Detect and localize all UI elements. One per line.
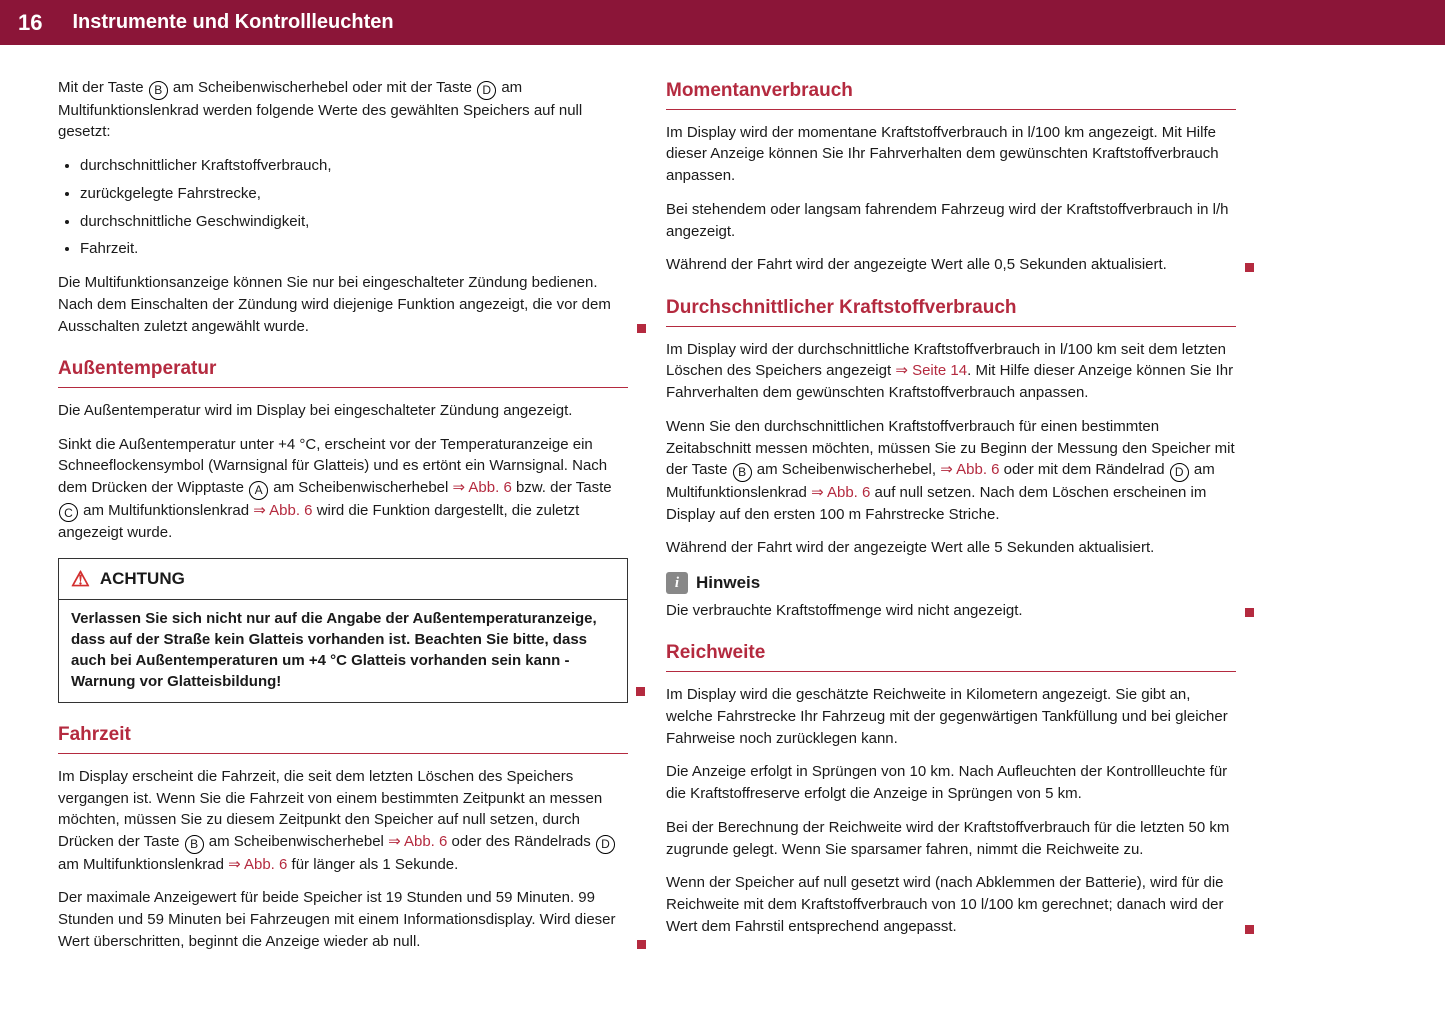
- moment-paragraph-2: Bei stehendem oder langsam fahrendem Fah…: [666, 199, 1236, 243]
- page-number: 16: [0, 10, 60, 36]
- list-item: durchschnittlicher Kraftstoffverbrauch,: [80, 155, 628, 177]
- warning-body: Verlassen Sie sich nicht nur auf die Ang…: [59, 600, 627, 702]
- ref-seite14: ⇒ Seite 14: [895, 362, 967, 379]
- list-item: Fahrzeit.: [80, 238, 628, 260]
- section-end-icon: [636, 687, 645, 696]
- heading-fahrzeit: Fahrzeit: [58, 721, 628, 754]
- durch-paragraph-3: Während der Fahrt wird der angezeigte We…: [666, 537, 1236, 559]
- note-body: Die verbrauchte Kraftstoffmenge wird nic…: [666, 600, 1236, 622]
- ref-abb6: ⇒ Abb. 6: [388, 833, 447, 850]
- section-end-icon: [1245, 608, 1254, 617]
- ref-abb6: ⇒ Abb. 6: [228, 856, 287, 873]
- heading-aussentemperatur: Außentemperatur: [58, 355, 628, 388]
- key-d-icon: D: [596, 835, 615, 854]
- page-header: 16 Instrumente und Kontrollleuchten: [0, 0, 1445, 45]
- content-area: Mit der Taste B am Scheibenwischerhebel …: [0, 45, 1445, 985]
- ref-abb6: ⇒ Abb. 6: [453, 479, 512, 496]
- section-end-icon: [637, 940, 646, 949]
- list-item: zurückgelegte Fahrstrecke,: [80, 183, 628, 205]
- heading-reichweite: Reichweite: [666, 639, 1236, 672]
- reich-paragraph-3: Bei der Berechnung der Reichweite wird d…: [666, 817, 1236, 861]
- ignition-paragraph: Die Multifunktionsanzeige können Sie nur…: [58, 272, 628, 337]
- heading-momentanverbrauch: Momentanverbrauch: [666, 77, 1236, 110]
- section-end-icon: [637, 324, 646, 333]
- ref-abb6: ⇒ Abb. 6: [811, 484, 870, 501]
- reset-values-list: durchschnittlicher Kraftstoffverbrauch, …: [80, 155, 628, 260]
- section-end-icon: [1245, 263, 1254, 272]
- key-b-icon: B: [149, 81, 168, 100]
- left-column: Mit der Taste B am Scheibenwischerhebel …: [58, 77, 628, 965]
- note-header: i Hinweis: [666, 571, 1236, 596]
- heading-durchschnittlicher: Durchschnittlicher Kraftstoffverbrauch: [666, 294, 1236, 327]
- key-b-icon: B: [733, 463, 752, 482]
- temp-paragraph-1: Die Außentemperatur wird im Display bei …: [58, 400, 628, 422]
- reich-paragraph-2: Die Anzeige erfolgt in Sprüngen von 10 k…: [666, 761, 1236, 805]
- note-title: Hinweis: [696, 571, 760, 596]
- right-column: Momentanverbrauch Im Display wird der mo…: [666, 77, 1236, 965]
- ref-abb6: ⇒ Abb. 6: [253, 502, 312, 519]
- key-a-icon: A: [249, 481, 268, 500]
- moment-paragraph-1: Im Display wird der momentane Kraftstoff…: [666, 122, 1236, 187]
- key-d-icon: D: [1170, 463, 1189, 482]
- section-end-icon: [1245, 925, 1254, 934]
- intro-paragraph: Mit der Taste B am Scheibenwischerhebel …: [58, 77, 628, 143]
- warning-triangle-icon: ⚠: [71, 569, 90, 590]
- key-d-icon: D: [477, 81, 496, 100]
- warning-box: ⚠ ACHTUNG Verlassen Sie sich nicht nur a…: [58, 558, 628, 704]
- key-b-icon: B: [185, 835, 204, 854]
- warning-title: ACHTUNG: [100, 567, 185, 592]
- moment-paragraph-3: Während der Fahrt wird der angezeigte We…: [666, 254, 1236, 276]
- info-icon: i: [666, 572, 688, 594]
- list-item: durchschnittliche Geschwindigkeit,: [80, 211, 628, 233]
- fahrzeit-paragraph-2: Der maximale Anzeigewert für beide Speic…: [58, 887, 628, 952]
- warning-header: ⚠ ACHTUNG: [59, 559, 627, 601]
- temp-paragraph-2: Sinkt die Außentemperatur unter +4 °C, e…: [58, 434, 628, 544]
- durch-paragraph-1: Im Display wird der durchschnittliche Kr…: [666, 339, 1236, 404]
- durch-paragraph-2: Wenn Sie den durchschnittlichen Kraftsto…: [666, 416, 1236, 526]
- fahrzeit-paragraph-1: Im Display erscheint die Fahrzeit, die s…: [58, 766, 628, 876]
- ref-abb6: ⇒ Abb. 6: [940, 461, 999, 478]
- page-title: Instrumente und Kontrollleuchten: [60, 11, 393, 34]
- reich-paragraph-1: Im Display wird die geschätzte Reichweit…: [666, 684, 1236, 749]
- key-c-icon: C: [59, 503, 78, 522]
- reich-paragraph-4: Wenn der Speicher auf null gesetzt wird …: [666, 872, 1236, 937]
